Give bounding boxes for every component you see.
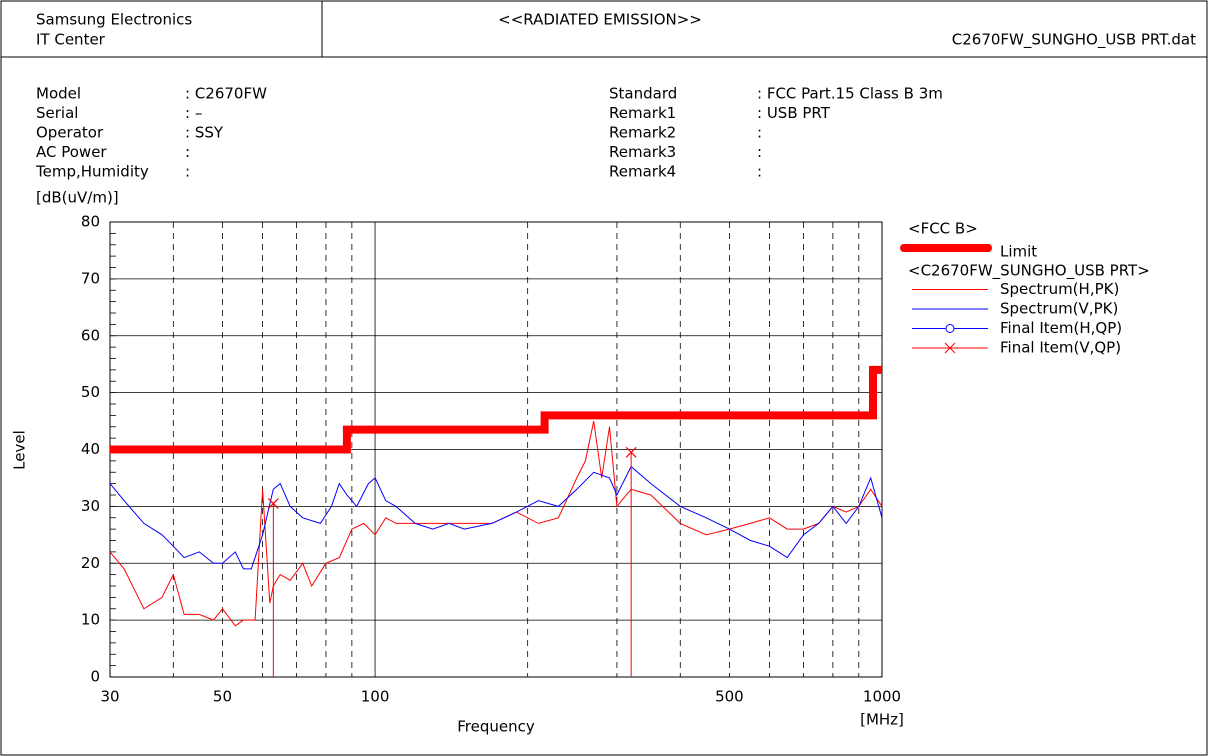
y-tick-label: 60 <box>81 326 100 344</box>
info-label: Remark2 <box>609 124 676 142</box>
legend-label: Spectrum(H,PK) <box>1000 280 1119 298</box>
file-name: C2670FW_SUNGHO_USB PRT.dat <box>952 31 1196 50</box>
info-value: : USB PRT <box>757 104 831 122</box>
info-value: : <box>757 163 762 181</box>
legend-label: Spectrum(V,PK) <box>1000 300 1118 318</box>
info-value: : <box>757 124 762 142</box>
final-marker <box>625 446 637 458</box>
info-value: : <box>757 143 762 161</box>
legend-label: Final Item(V,QP) <box>1000 339 1121 357</box>
y-tick-label: 40 <box>81 440 100 458</box>
legend-marker <box>944 342 956 354</box>
info-label: Serial <box>36 104 78 122</box>
y-tick-label: 30 <box>81 497 100 515</box>
legend-group: <FCC B> <box>908 220 978 238</box>
info-value: : – <box>185 104 202 122</box>
y-tick-label: 20 <box>81 554 100 572</box>
x-axis-label: Frequency <box>457 718 535 736</box>
legend-label: Limit <box>1000 243 1037 261</box>
series-line <box>110 365 882 454</box>
header-box <box>0 0 323 58</box>
legend-group: <C2670FW_SUNGHO_USB PRT> <box>908 262 1150 281</box>
info-value: : FCC Part.15 Class B 3m <box>757 85 943 103</box>
info-label: Temp,Humidity <box>35 163 149 181</box>
legend-label: Final Item(H,QP) <box>1000 319 1122 337</box>
x-tick-label: 500 <box>715 688 744 706</box>
info-label: Remark4 <box>609 163 676 181</box>
x-tick-label: 50 <box>213 688 232 706</box>
info-label: Remark3 <box>609 143 676 161</box>
info-value: : <box>185 143 190 161</box>
y-axis-label: Level <box>11 430 29 470</box>
info-value: : SSY <box>185 124 224 142</box>
info-value: : <box>185 163 190 181</box>
y-unit: [dB(uV/m)] <box>36 189 119 207</box>
y-tick-label: 80 <box>81 213 100 231</box>
y-tick-label: 0 <box>90 668 100 686</box>
info-label: Operator <box>36 124 104 142</box>
info-label: AC Power <box>36 143 107 161</box>
company: Samsung Electronics <box>36 11 192 29</box>
x-tick-label: 30 <box>100 688 119 706</box>
dept: IT Center <box>36 31 106 49</box>
y-tick-label: 50 <box>81 383 100 401</box>
info-label: Model <box>36 85 81 103</box>
info-label: Standard <box>609 85 677 103</box>
y-tick-label: 10 <box>81 611 100 629</box>
series-line <box>109 420 883 627</box>
info-value: : C2670FW <box>185 85 267 103</box>
final-marker <box>267 498 279 509</box>
report-title: <<RADIATED EMISSION>> <box>498 11 702 29</box>
x-tick-label: 100 <box>361 688 390 706</box>
y-tick-label: 70 <box>81 269 100 287</box>
info-label: Remark1 <box>609 104 676 122</box>
series-line <box>109 465 883 570</box>
legend-marker <box>945 324 955 333</box>
x-unit: [MHz] <box>860 711 904 729</box>
x-tick-label: 1000 <box>863 688 901 706</box>
